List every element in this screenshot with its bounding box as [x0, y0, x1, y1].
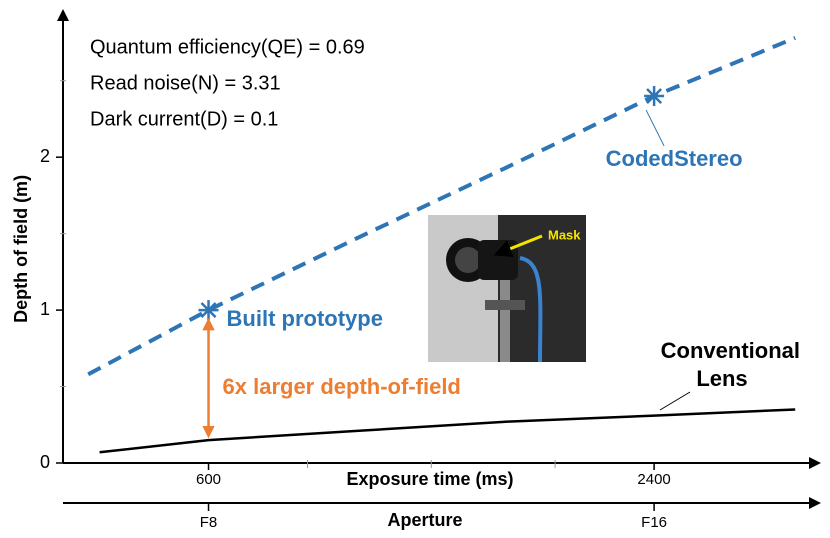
star-marker	[198, 300, 219, 321]
x2-tick-label: F8	[200, 514, 218, 531]
star-stroke	[200, 302, 217, 319]
x-axis-label: Exposure time (ms)	[346, 469, 513, 489]
x2-tick-label: F16	[641, 514, 667, 531]
series-label: Lens	[696, 366, 747, 391]
x-tick-label: 2400	[637, 471, 670, 488]
note: Quantum efficiency(QE) = 0.69	[90, 36, 365, 58]
series-line	[87, 36, 796, 377]
y-axis-label: Depth of field (m)	[11, 175, 31, 323]
x2-axis-label: Aperture	[387, 510, 462, 530]
series-line	[99, 408, 796, 454]
y-tick-label: 0	[40, 452, 50, 472]
y-tick-label: 1	[40, 299, 50, 319]
star-stroke	[646, 88, 663, 104]
leader-line	[659, 391, 691, 411]
marker-label: CodedStereo	[606, 146, 743, 171]
star-marker	[644, 86, 665, 107]
leader-line	[645, 109, 665, 147]
note: Read noise(N) = 3.31	[90, 72, 281, 94]
comparison-label: 6x larger depth-of-field	[223, 374, 461, 399]
marker-label: Built prototype	[227, 306, 383, 331]
note: Dark current(D) = 0.1	[90, 108, 278, 130]
inset-label: Mask	[548, 227, 581, 242]
series-label: Conventional	[661, 338, 800, 363]
prototype-photo: Mask	[428, 215, 586, 363]
x-tick-label: 600	[196, 471, 221, 488]
y-tick-label: 2	[40, 146, 50, 166]
